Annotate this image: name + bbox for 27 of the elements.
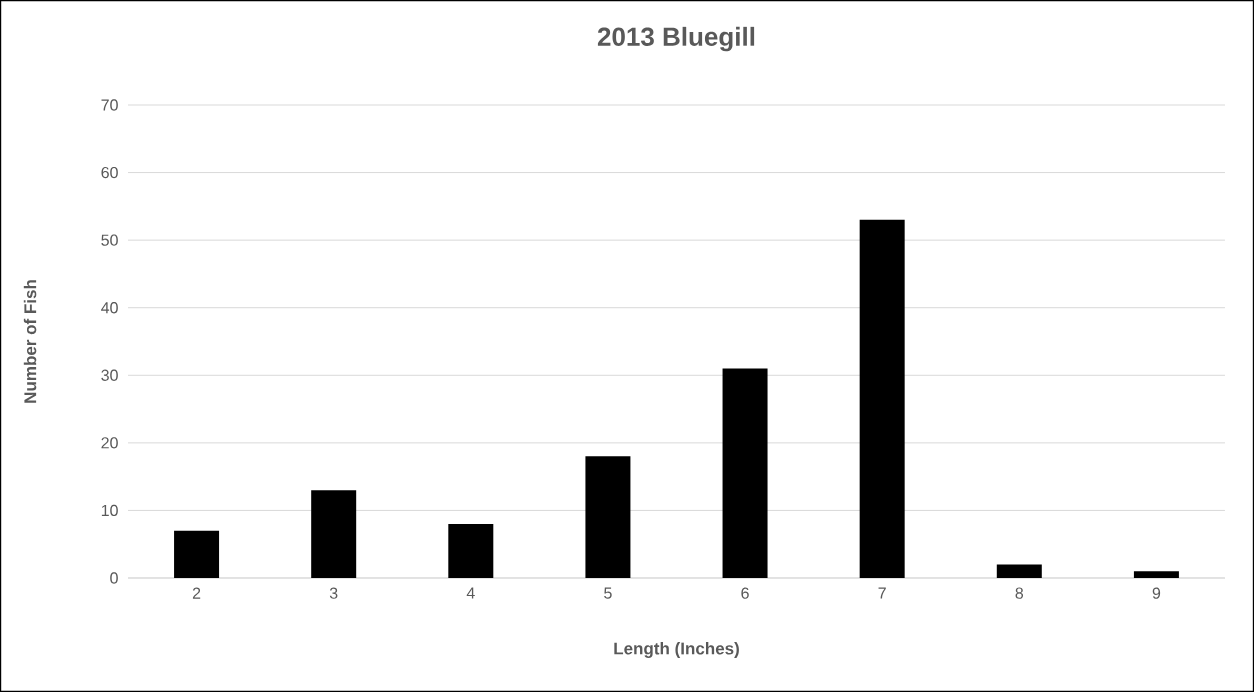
bar xyxy=(174,530,220,578)
y-tick-label: 20 xyxy=(101,437,118,449)
bar xyxy=(585,456,631,578)
x-tick-label: 4 xyxy=(466,587,475,599)
x-tick-label: 8 xyxy=(1015,587,1024,599)
bar xyxy=(311,490,357,578)
y-tick-label: 0 xyxy=(110,572,118,584)
x-tick-label: 9 xyxy=(1152,587,1161,599)
x-tick-label: 3 xyxy=(329,587,338,599)
bar xyxy=(722,368,768,578)
bar xyxy=(859,219,905,578)
x-tick-label: 5 xyxy=(604,587,612,599)
x-tick-label: 2 xyxy=(192,587,201,599)
x-tick-label: 7 xyxy=(878,587,886,599)
x-axis-title: Length (Inches) xyxy=(614,642,739,658)
bar xyxy=(996,564,1042,578)
bar xyxy=(1133,571,1179,578)
y-tick-label: 50 xyxy=(101,234,118,246)
y-tick-label: 40 xyxy=(101,302,118,314)
x-tick-label: 6 xyxy=(741,587,749,599)
y-tick-label: 10 xyxy=(101,504,118,517)
bar xyxy=(448,523,494,578)
y-tick-label: 70 xyxy=(101,99,118,111)
y-axis-title: Number of Fish xyxy=(23,280,37,403)
y-tick-label: 30 xyxy=(101,369,118,381)
chart-title: 2013 Bluegill xyxy=(597,26,755,52)
y-tick-label: 60 xyxy=(101,166,118,179)
